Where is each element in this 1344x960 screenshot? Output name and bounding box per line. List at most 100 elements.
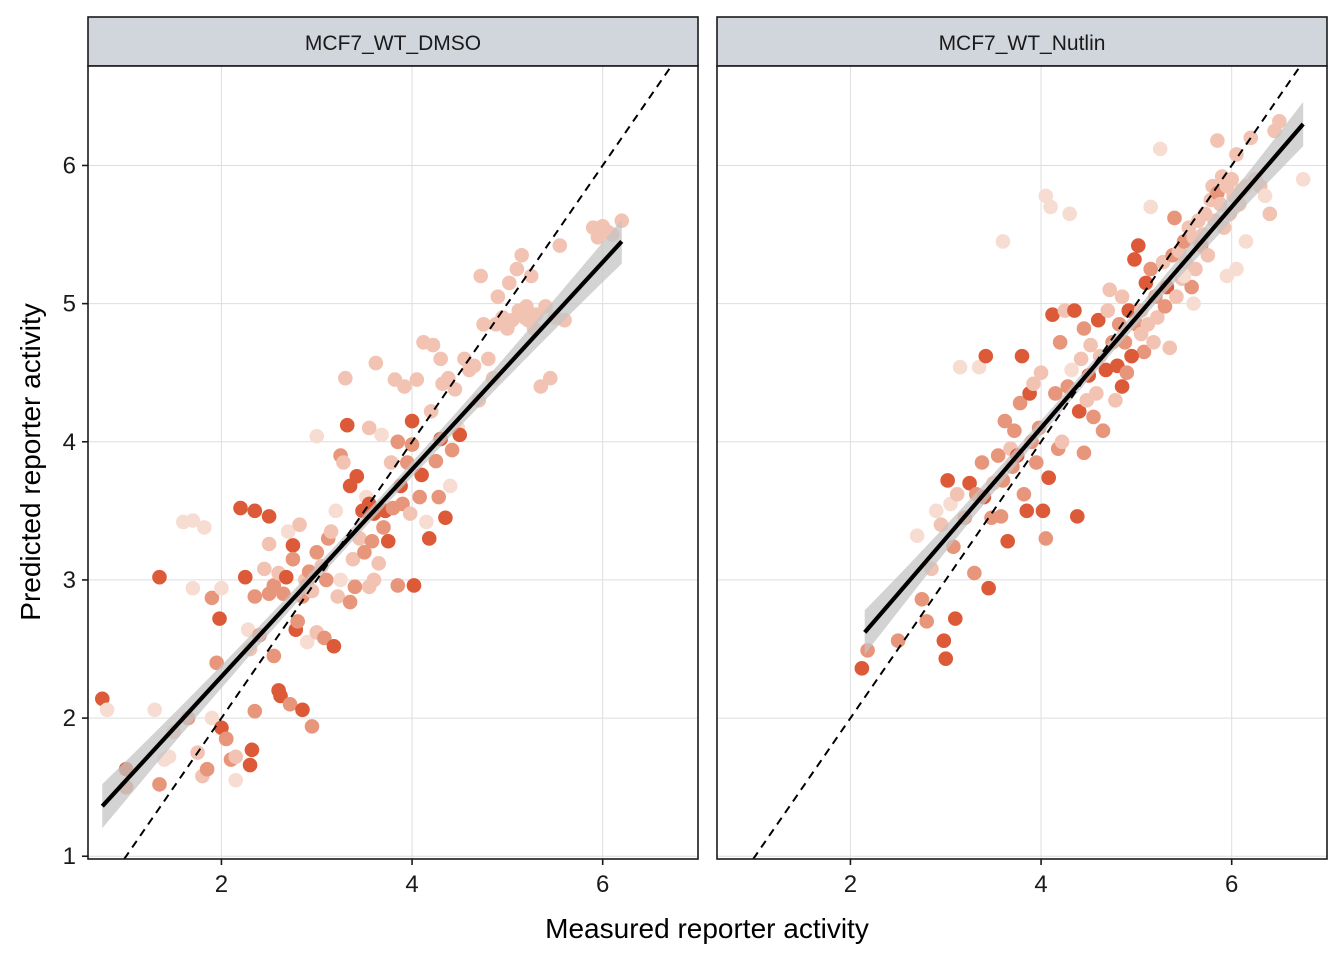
data-point bbox=[1121, 303, 1137, 318]
y-tick-label: 3 bbox=[63, 567, 76, 594]
data-point bbox=[1167, 210, 1182, 226]
data-point bbox=[204, 590, 220, 606]
data-point bbox=[447, 381, 463, 397]
data-point bbox=[542, 370, 558, 386]
data-point bbox=[519, 299, 534, 314]
y-tick-label: 5 bbox=[63, 291, 76, 318]
x-tick-label: 4 bbox=[405, 871, 418, 898]
data-point bbox=[909, 528, 925, 544]
data-point bbox=[425, 337, 441, 353]
data-point bbox=[196, 520, 212, 535]
data-point bbox=[997, 413, 1013, 429]
data-point bbox=[366, 572, 382, 588]
data-point bbox=[1114, 379, 1130, 394]
data-point bbox=[1114, 289, 1130, 305]
data-point bbox=[1076, 445, 1092, 461]
data-point bbox=[1133, 326, 1149, 342]
data-point bbox=[347, 579, 363, 595]
data-point bbox=[185, 513, 201, 528]
data-point bbox=[1071, 404, 1087, 419]
plot-area bbox=[94, 66, 673, 859]
data-point bbox=[244, 742, 260, 758]
data-point bbox=[919, 614, 934, 629]
data-point bbox=[152, 777, 167, 792]
data-point bbox=[442, 478, 458, 494]
data-point bbox=[1138, 275, 1154, 291]
data-point bbox=[1041, 470, 1056, 485]
data-point bbox=[333, 572, 348, 588]
x-tick-label: 2 bbox=[844, 871, 857, 898]
data-point bbox=[326, 638, 342, 654]
data-point bbox=[523, 268, 539, 284]
data-point bbox=[406, 578, 422, 593]
data-point bbox=[1045, 307, 1060, 322]
data-point bbox=[1152, 141, 1168, 157]
data-point bbox=[185, 580, 201, 596]
data-point bbox=[374, 427, 389, 443]
identity-line bbox=[752, 66, 1302, 859]
data-point bbox=[280, 524, 296, 539]
data-point bbox=[1019, 503, 1035, 519]
x-tick-label: 2 bbox=[215, 871, 228, 898]
data-point bbox=[295, 702, 310, 718]
data-point bbox=[1052, 335, 1068, 350]
data-point bbox=[390, 578, 406, 593]
panels-layer: MCF7_WT_DMSO 2 4 6 1 2 3 4 5 6 MCF7_WT_Nutlin 2 4 6 bbox=[63, 16, 1328, 898]
y-tick-label: 6 bbox=[63, 152, 76, 179]
data-point bbox=[285, 538, 301, 553]
data-point bbox=[1257, 188, 1273, 204]
data-point bbox=[233, 500, 248, 516]
data-point bbox=[247, 503, 263, 519]
data-point bbox=[974, 455, 990, 470]
data-point bbox=[1272, 113, 1287, 129]
data-point bbox=[336, 455, 351, 470]
data-point bbox=[1162, 340, 1178, 356]
data-point bbox=[199, 761, 215, 777]
data-point bbox=[978, 348, 994, 364]
data-point bbox=[995, 234, 1011, 249]
data-point bbox=[1146, 335, 1161, 350]
data-point bbox=[323, 524, 339, 539]
data-point bbox=[285, 551, 301, 567]
data-point bbox=[428, 453, 444, 469]
panel-border bbox=[87, 65, 699, 860]
data-point bbox=[266, 648, 282, 664]
facet-strip-label: MCF7_WT_DMSO bbox=[305, 32, 481, 55]
data-point bbox=[414, 467, 429, 483]
data-point bbox=[1136, 344, 1152, 360]
data-point bbox=[1016, 486, 1032, 502]
data-point bbox=[444, 442, 460, 458]
data-point bbox=[1026, 376, 1041, 392]
data-point bbox=[990, 448, 1006, 463]
data-point bbox=[1012, 395, 1028, 411]
data-point bbox=[339, 417, 355, 433]
data-point bbox=[412, 489, 427, 505]
data-point bbox=[147, 702, 163, 718]
data-point bbox=[1007, 423, 1022, 439]
data-point bbox=[1064, 362, 1079, 378]
data-point bbox=[466, 358, 482, 374]
data-point bbox=[212, 611, 227, 626]
data-point bbox=[1127, 252, 1142, 267]
x-tick-label: 6 bbox=[1225, 871, 1238, 898]
data-point bbox=[349, 469, 365, 484]
data-point bbox=[433, 351, 448, 367]
data-point bbox=[962, 475, 977, 491]
data-point bbox=[1035, 503, 1051, 519]
data-point bbox=[1038, 531, 1054, 546]
data-point bbox=[1295, 171, 1311, 187]
data-point bbox=[1090, 312, 1106, 328]
data-point bbox=[1229, 261, 1244, 277]
x-tick-label: 6 bbox=[596, 871, 609, 898]
data-point bbox=[247, 703, 263, 719]
identity-line bbox=[123, 66, 673, 859]
data-point bbox=[501, 275, 517, 291]
data-point bbox=[1102, 282, 1117, 298]
data-point bbox=[1043, 199, 1058, 215]
data-point bbox=[345, 551, 361, 567]
data-point bbox=[890, 633, 906, 649]
data-point bbox=[214, 720, 229, 736]
data-point bbox=[409, 372, 425, 387]
facet-strip bbox=[87, 16, 699, 67]
data-point bbox=[278, 569, 294, 585]
